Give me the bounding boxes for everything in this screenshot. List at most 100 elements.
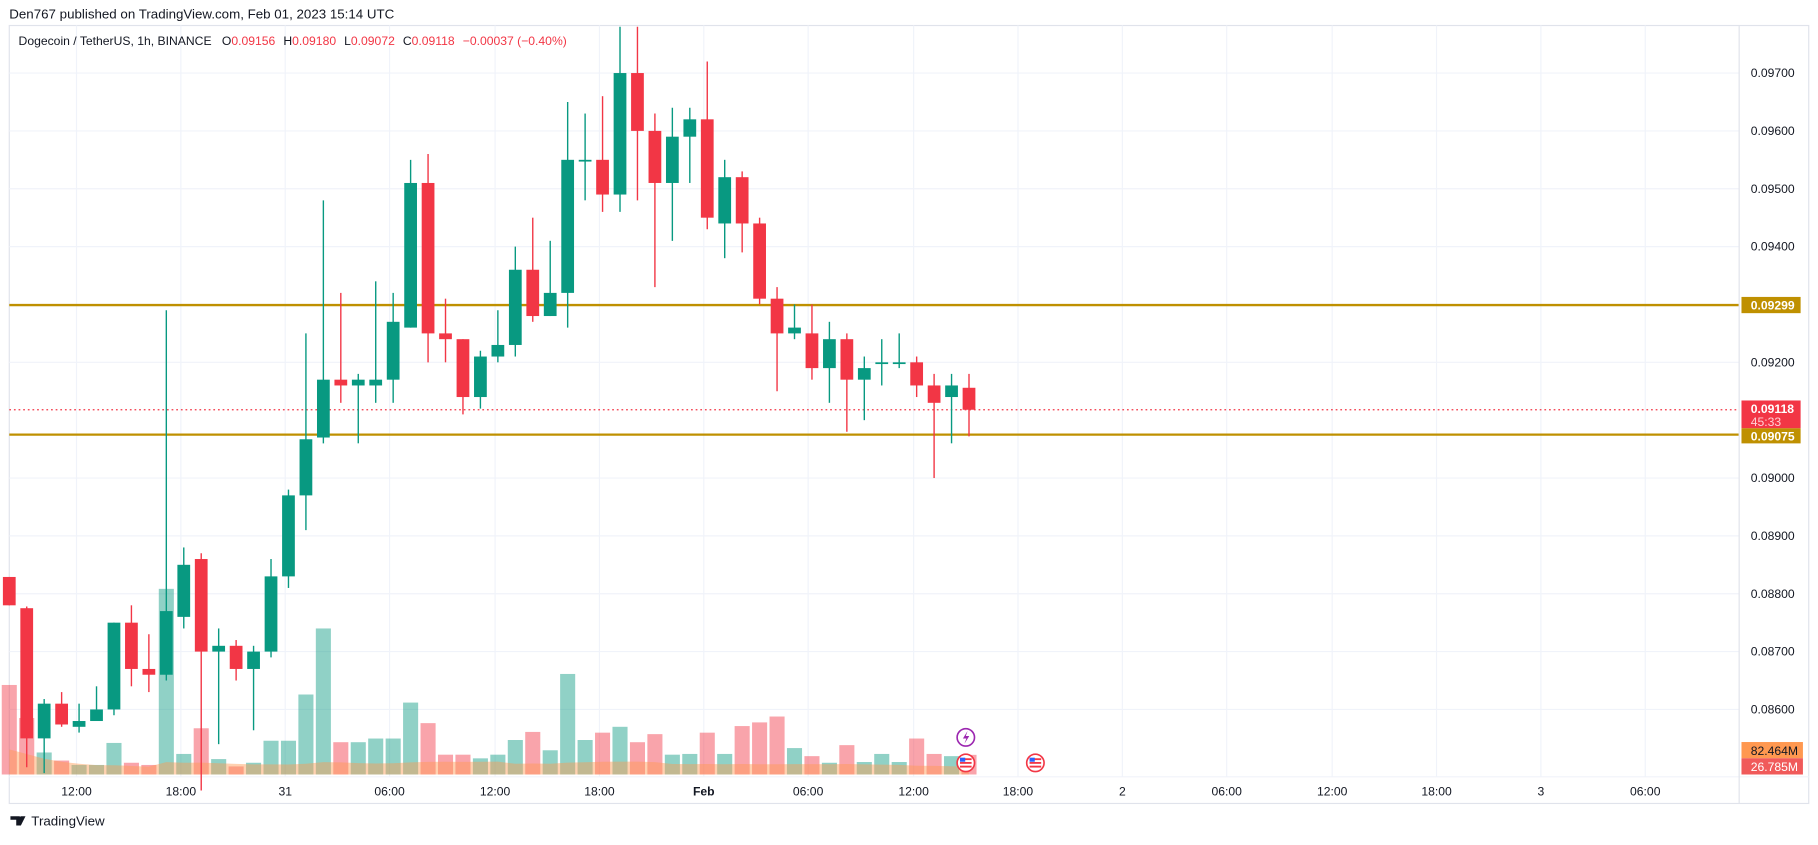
candle[interactable] (2, 576, 16, 606)
candle-body (282, 495, 295, 577)
volume-bar (629, 742, 645, 775)
candle[interactable] (718, 159, 732, 259)
candle[interactable] (125, 605, 138, 687)
candle[interactable] (37, 699, 51, 774)
candle[interactable] (404, 159, 417, 328)
candle[interactable] (648, 113, 662, 288)
volume-bar (141, 764, 157, 775)
price-tick-label: 0.09400 (1751, 240, 1795, 254)
volume-bar (595, 732, 611, 775)
candle[interactable] (474, 350, 487, 409)
tradingview-logo-text: TradingView (31, 814, 105, 829)
candle[interactable] (578, 113, 592, 201)
candle[interactable] (561, 101, 575, 328)
level-badge-bg (1741, 296, 1801, 314)
candle[interactable] (945, 373, 958, 444)
price-axis[interactable]: 0.09700 0.09600 0.09500 0.09400 0.09200 0.090… (1741, 66, 1803, 775)
candle[interactable] (55, 692, 69, 727)
time-tick-label: 31 (278, 784, 292, 798)
candle[interactable] (857, 356, 871, 421)
candle[interactable] (735, 171, 749, 253)
candle[interactable] (683, 107, 697, 183)
candle[interactable] (351, 373, 365, 444)
candle[interactable] (334, 292, 348, 403)
low-value: 0.09072 (351, 34, 395, 48)
candle-body (439, 333, 452, 340)
candle[interactable] (770, 287, 784, 392)
last-price-badge-bg (1741, 400, 1801, 429)
chart-frame (8, 24, 1810, 805)
candle[interactable] (665, 107, 679, 241)
candle-body (840, 339, 854, 380)
volume-bar (437, 754, 454, 775)
candle[interactable] (194, 553, 208, 791)
candle[interactable] (316, 200, 330, 444)
candle[interactable] (962, 373, 976, 437)
candle[interactable] (212, 628, 226, 745)
candle[interactable] (247, 645, 260, 731)
us-flag-event-icon[interactable] (956, 753, 976, 773)
candle[interactable] (508, 246, 522, 357)
candle[interactable] (90, 686, 103, 722)
candle[interactable] (386, 292, 400, 403)
candle[interactable] (788, 304, 801, 340)
time-axis[interactable]: 12:00 18:00 31 06:00 12:00 18:00 Feb 06:00 12:00… (61, 784, 1660, 798)
tradingview-logo[interactable]: TradingView (10, 814, 105, 829)
candle[interactable] (421, 154, 435, 363)
high-label: H (283, 34, 292, 48)
candle[interactable] (72, 703, 86, 733)
candle-body (404, 182, 417, 328)
candle[interactable] (369, 281, 383, 403)
candle-body (491, 344, 505, 357)
us-flag-event-icon[interactable] (1025, 753, 1045, 773)
candle[interactable] (543, 240, 557, 317)
candle[interactable] (700, 61, 714, 230)
candle-body (683, 119, 697, 137)
candle[interactable] (282, 489, 295, 588)
candle[interactable] (875, 339, 889, 386)
candle[interactable] (840, 333, 854, 432)
candle[interactable] (613, 26, 627, 212)
price-tick-label: 0.09000 (1751, 471, 1795, 485)
candle[interactable] (299, 333, 313, 531)
candle[interactable] (264, 559, 278, 658)
candle[interactable] (107, 622, 121, 716)
symbol-title: Dogecoin / TetherUS, 1h, BINANCE (19, 34, 212, 48)
lightning-event-icon[interactable] (956, 727, 976, 747)
candle[interactable] (753, 217, 766, 305)
candles[interactable] (2, 26, 976, 791)
candle[interactable] (805, 304, 819, 380)
candle-body (334, 379, 348, 386)
candle[interactable] (823, 321, 836, 403)
candle-body (805, 333, 819, 369)
candle[interactable] (892, 333, 906, 369)
change-value: −0.00037 (−0.40%) (463, 34, 567, 48)
high-value: 0.09180 (292, 34, 336, 48)
candle[interactable] (596, 96, 609, 212)
time-tick-label: 2 (1119, 784, 1126, 798)
candle-body (945, 385, 958, 398)
candle[interactable] (142, 634, 156, 693)
level-price-badge[interactable]: 0.09299 (1741, 296, 1801, 314)
candle[interactable] (526, 217, 540, 322)
candle-body (386, 321, 400, 380)
price-tick-label: 0.09500 (1751, 182, 1795, 196)
candle-body (229, 645, 243, 669)
candle[interactable] (910, 356, 924, 398)
candle[interactable] (927, 373, 941, 479)
candle-body (107, 622, 121, 710)
candle[interactable] (456, 339, 470, 415)
volume-bar (926, 753, 942, 775)
candle[interactable] (159, 310, 173, 681)
level-price-badge[interactable]: 0.09075 (1741, 428, 1801, 443)
candle-body (526, 269, 540, 317)
candle[interactable] (491, 310, 505, 363)
candle[interactable] (631, 26, 644, 201)
candle[interactable] (20, 606, 34, 768)
candle[interactable] (229, 640, 243, 681)
volume-bar (176, 753, 192, 775)
volume-bar (490, 754, 506, 775)
candle[interactable] (177, 547, 191, 629)
candle-body (892, 362, 906, 365)
candle[interactable] (439, 298, 452, 363)
